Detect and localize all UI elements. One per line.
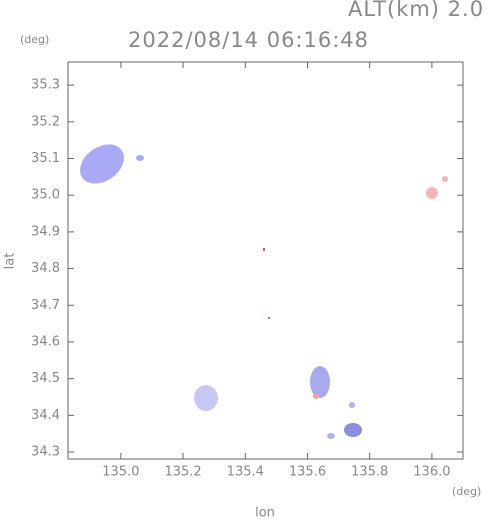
y-tick-label: 34.6 xyxy=(31,334,60,349)
y-tick-label: 34.9 xyxy=(31,224,60,239)
echo xyxy=(263,248,265,251)
y-unit: (deg) xyxy=(20,33,49,46)
echoes xyxy=(80,144,448,439)
chart-title: 2022/08/14 06:16:48 xyxy=(128,28,369,52)
y-tick-label: 34.5 xyxy=(31,371,60,386)
y-tick-label: 34.3 xyxy=(31,445,60,460)
y-tick-label: 34.4 xyxy=(31,408,60,423)
x-tick-label: 136.0 xyxy=(413,465,450,480)
altitude: ALT(km) 2.0 xyxy=(348,0,484,21)
y-tick-label: 34.7 xyxy=(31,298,60,313)
echo xyxy=(426,187,438,199)
x-tick-label: 135.6 xyxy=(289,465,326,480)
y-tick-label: 34.8 xyxy=(31,261,60,276)
echo xyxy=(80,144,124,184)
y-tick-label: 35.3 xyxy=(31,78,60,93)
echo xyxy=(136,155,144,161)
echo xyxy=(313,393,319,399)
x-axis-label: lon xyxy=(255,506,275,521)
echo xyxy=(268,317,270,319)
echo xyxy=(194,385,218,411)
x-tick-label: 135.2 xyxy=(164,465,201,480)
echo xyxy=(344,423,362,437)
y-tick-label: 35.2 xyxy=(31,114,60,129)
echo xyxy=(349,402,355,408)
y-tick-label: 35.0 xyxy=(31,188,60,203)
y-tick-label: 35.1 xyxy=(31,151,60,166)
plot-frame xyxy=(67,61,464,460)
x-tick-label: 135.4 xyxy=(227,465,264,480)
echo xyxy=(442,176,448,182)
echo xyxy=(310,366,330,398)
y-axis-label: lat xyxy=(3,253,18,270)
x-unit: (deg) xyxy=(452,485,481,498)
x-tick-label: 135.0 xyxy=(102,465,139,480)
x-tick-label: 135.8 xyxy=(351,465,388,480)
echo xyxy=(327,433,335,439)
